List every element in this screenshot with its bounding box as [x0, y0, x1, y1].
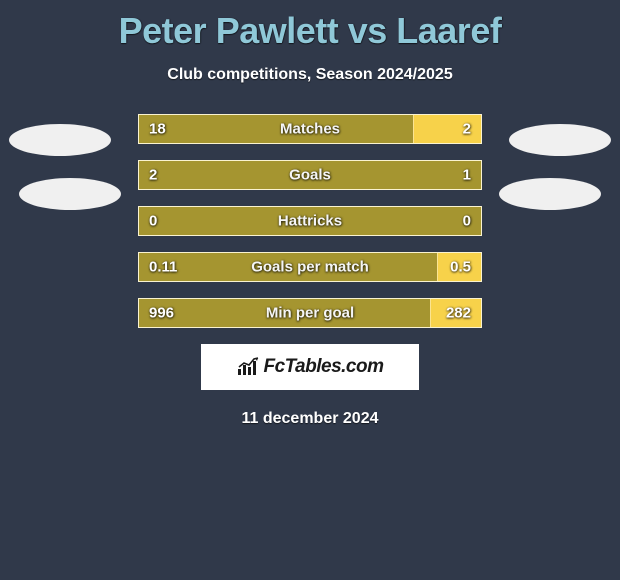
bar-right-matches: [413, 115, 481, 143]
bar-left-gpm: [139, 253, 437, 281]
subtitle: Club competitions, Season 2024/2025: [0, 66, 620, 84]
bar-row-goals-per-match: 0.11 Goals per match 0.5: [138, 252, 482, 282]
bar-left-hattricks: [139, 207, 481, 235]
avatar-right-2: [499, 178, 601, 210]
chart-icon: [236, 357, 260, 377]
bars-container: 18 Matches 2 2 Goals 1 0 Hattricks 0 0.1…: [138, 114, 482, 328]
bar-right-gpm: [437, 253, 481, 281]
bar-left-mpg: [139, 299, 430, 327]
avatar-right-1: [509, 124, 611, 156]
comparison-content: 18 Matches 2 2 Goals 1 0 Hattricks 0 0.1…: [0, 114, 620, 428]
bar-row-hattricks: 0 Hattricks 0: [138, 206, 482, 236]
logo-box: FcTables.com: [201, 344, 419, 390]
date-label: 11 december 2024: [0, 410, 620, 428]
avatar-left-1: [9, 124, 111, 156]
bar-row-min-per-goal: 996 Min per goal 282: [138, 298, 482, 328]
bar-left-matches: [139, 115, 413, 143]
bar-row-goals: 2 Goals 1: [138, 160, 482, 190]
page-title: Peter Pawlett vs Laaref: [0, 0, 620, 52]
bar-row-matches: 18 Matches 2: [138, 114, 482, 144]
avatar-left-2: [19, 178, 121, 210]
bar-right-mpg: [430, 299, 481, 327]
bar-left-goals: [139, 161, 481, 189]
logo-text-value: FcTables.com: [263, 356, 383, 377]
logo-text: FcTables.com: [263, 356, 383, 378]
